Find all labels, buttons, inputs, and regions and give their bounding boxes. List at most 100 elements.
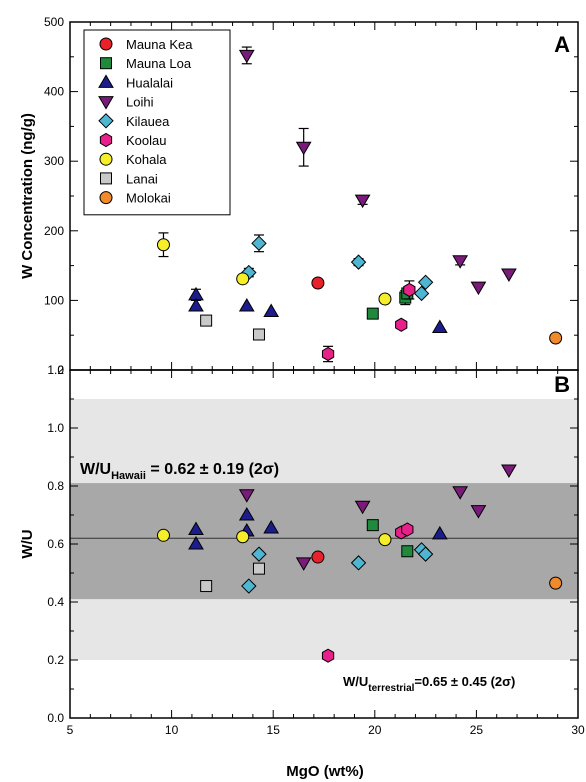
legend-label: Mauna Loa (126, 56, 192, 71)
data-point (350, 254, 367, 270)
data-point (156, 238, 170, 252)
series-loihi (238, 464, 517, 571)
series-mauna-kea (311, 276, 325, 290)
x-tick-label: 25 (470, 723, 484, 737)
series-lanai (200, 314, 265, 341)
legend-marker (99, 132, 113, 148)
data-point (395, 317, 408, 332)
data-point (241, 578, 257, 594)
legend-entry: Mauna Loa (100, 56, 192, 71)
data-point (403, 282, 416, 298)
legend-label: Mauna Kea (126, 37, 193, 52)
legend-entry: Kohala (99, 152, 167, 167)
data-point (452, 255, 469, 269)
legend-entry: Koolau (99, 132, 166, 148)
y-tick-label: 400 (44, 85, 64, 99)
y-tick-label: 1.0 (47, 421, 64, 435)
panel-a-y-axis-title: W Concentration (ng/g) (19, 113, 36, 279)
legend-marker (99, 191, 113, 205)
x-tick-label: 20 (368, 723, 382, 737)
data-point (251, 235, 267, 252)
legend-marker (98, 113, 114, 129)
legend-entry: Lanai (100, 171, 158, 186)
y-tick-label: 1.2 (47, 363, 64, 377)
series-koolau (321, 280, 416, 363)
series-molokai (549, 331, 563, 345)
series-hualalai (188, 286, 448, 334)
series-molokai (549, 576, 563, 590)
data-point (401, 522, 414, 537)
y-tick-label: 0 (57, 363, 64, 377)
data-point (413, 285, 430, 302)
panel-a: 0 100 200 300 400 500 W Concentration (ng/g) A M… (19, 15, 579, 377)
data-point (321, 346, 335, 362)
legend-entry: Hualalai (98, 74, 173, 90)
hawaii-annotation: W/UHawaii = 0.62 ± 0.19 (2σ) (80, 461, 279, 482)
y-tick-label: 0.4 (47, 595, 64, 609)
terrestrial-annotation: W/Uterrestrial=0.65 ± 0.45 (2σ) (343, 674, 515, 694)
legend-label: Kilauea (126, 114, 170, 129)
y-tick-label: 0.8 (47, 479, 64, 493)
legend-label: Molokai (126, 191, 171, 206)
panel-a-letter: A (554, 32, 570, 57)
legend-marker (99, 37, 113, 51)
x-tick-label: 15 (267, 723, 281, 737)
legend-entry: Mauna Kea (99, 37, 193, 52)
y-tick-label: 0.2 (47, 653, 64, 667)
data-point (366, 519, 379, 532)
data-point (295, 557, 312, 571)
data-point (236, 530, 250, 544)
series-kilauea (241, 542, 434, 594)
data-point (470, 505, 487, 519)
y-tick-label: 0.0 (47, 711, 64, 725)
data-point (238, 297, 255, 312)
panel-b: 0.0 0.2 0.4 0.6 0.8 1.0 1.2 5 10 15 20 25 30 W/U B W/UH… (19, 363, 585, 737)
data-point (188, 521, 204, 535)
series-loihi (238, 46, 517, 296)
data-point (311, 276, 325, 290)
data-point (378, 292, 392, 306)
legend-label: Kohala (126, 152, 167, 167)
data-point (263, 520, 280, 534)
data-point (238, 49, 255, 64)
data-point (238, 489, 255, 503)
legend-entry: Loihi (98, 95, 154, 110)
data-point (431, 319, 448, 334)
data-point (417, 274, 434, 291)
data-point (378, 533, 392, 547)
legend-entry: Kilauea (98, 113, 170, 129)
legend-marker (98, 96, 114, 110)
legend-label: Lanai (126, 171, 158, 186)
legend: Mauna Kea Mauna Loa Hualalai Loihi Kilauea Ko… (83, 29, 231, 216)
x-tick-label: 30 (571, 723, 585, 737)
series-lanai (200, 562, 265, 593)
series-kohala (156, 232, 392, 306)
y-tick-label: 200 (44, 224, 64, 238)
data-point (501, 268, 517, 282)
legend-label: Hualalai (126, 75, 173, 90)
legend-marker (98, 74, 114, 88)
x-axis-title: MgO (wt%) (286, 763, 363, 780)
data-point (252, 328, 265, 341)
data-point (549, 331, 563, 345)
data-point (188, 536, 204, 550)
data-point (350, 555, 367, 571)
data-point (549, 576, 563, 590)
data-point (200, 314, 213, 327)
data-point (236, 272, 250, 286)
legend-label: Koolau (126, 133, 166, 148)
series-kohala (156, 528, 392, 547)
data-point (417, 546, 434, 562)
data-point (470, 281, 487, 296)
data-point (311, 550, 325, 564)
y-tick-label: 0.6 (47, 537, 64, 551)
data-point (321, 648, 335, 663)
data-point (452, 486, 469, 500)
data-point (295, 141, 312, 156)
x-tick-label: 10 (165, 723, 179, 737)
legend-label: Loihi (126, 95, 154, 110)
data-point (156, 528, 170, 542)
panel-b-y-axis-title: W/U (19, 529, 36, 558)
legend-marker (99, 152, 113, 166)
series-koolau (321, 522, 414, 663)
